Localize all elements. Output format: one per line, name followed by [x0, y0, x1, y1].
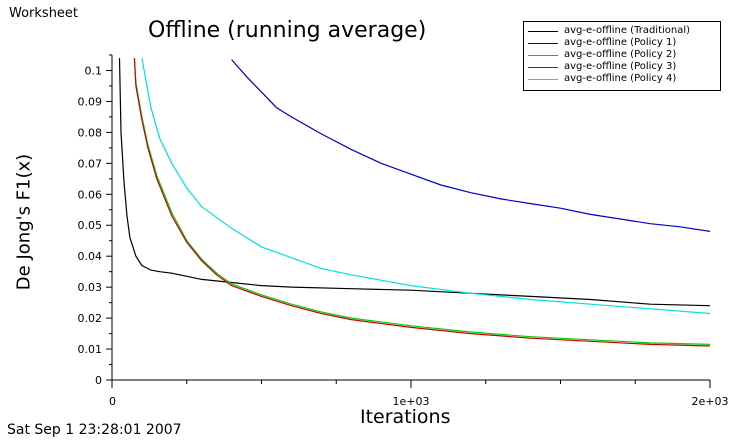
- series-line-4: [133, 58, 710, 347]
- y-tick-label: 0.03: [78, 281, 103, 294]
- series-line-5: [141, 57, 710, 315]
- y-axis-label: De Jong's F1(x): [13, 153, 35, 291]
- legend-item-4: avg-e-offline (Policy 3): [528, 61, 720, 73]
- y-tick-label: 0.02: [78, 312, 103, 325]
- legend-item-3: avg-e-offline (Policy 2): [528, 49, 720, 61]
- legend-item-2: avg-e-offline (Policy 1): [528, 37, 720, 49]
- y-tick-label: 0: [95, 374, 102, 387]
- legend-swatch: [528, 66, 558, 68]
- legend-label: avg-e-offline (Policy 3): [564, 61, 677, 72]
- timestamp: Sat Sep 1 23:28:01 2007: [7, 422, 182, 438]
- legend-label: avg-e-offline (Policy 4): [564, 73, 677, 84]
- y-tick-label: 0.09: [78, 95, 103, 108]
- series-layer: [118, 57, 710, 347]
- legend-swatch: [528, 30, 558, 32]
- y-tick-label: 0.04: [78, 250, 103, 263]
- legend-item-5: avg-e-offline (Policy 4): [528, 73, 720, 85]
- worksheet-label: Worksheet: [9, 6, 79, 21]
- series-line-3: [133, 58, 710, 345]
- axes-layer: 0 0.01 0.02 0.03 0.04 0.05 0.06 0.07 0.08 0.09 0.1…: [78, 54, 729, 408]
- x-tick-label: 2e+03: [692, 395, 729, 408]
- chart-title: Offline (running average): [148, 18, 427, 43]
- y-tick-label: 0.06: [78, 188, 103, 201]
- x-tick-label: 1e+03: [393, 395, 430, 408]
- y-tick-label: 0.05: [78, 219, 103, 232]
- x-axis-label: Iterations: [360, 406, 451, 428]
- legend-label: avg-e-offline (Policy 1): [564, 37, 677, 48]
- x-tick-label: 0: [109, 395, 116, 408]
- legend-item-1: avg-e-offline (Traditional): [528, 25, 720, 37]
- y-tick-label: 0.1: [85, 64, 103, 77]
- legend-label: avg-e-offline (Traditional): [564, 25, 691, 36]
- series-line-1: [118, 58, 710, 307]
- legend-swatch: [528, 54, 558, 56]
- y-tick-label: 0.08: [78, 126, 103, 139]
- series-line-2: [231, 59, 710, 232]
- legend-label: avg-e-offline (Policy 2): [564, 49, 677, 60]
- legend-swatch: [528, 42, 558, 44]
- legend: avg-e-offline (Traditional) avg-e-offline…: [523, 21, 721, 91]
- y-tick-label: 0.01: [78, 343, 103, 356]
- y-tick-label: 0.07: [78, 157, 103, 170]
- legend-swatch: [528, 78, 558, 80]
